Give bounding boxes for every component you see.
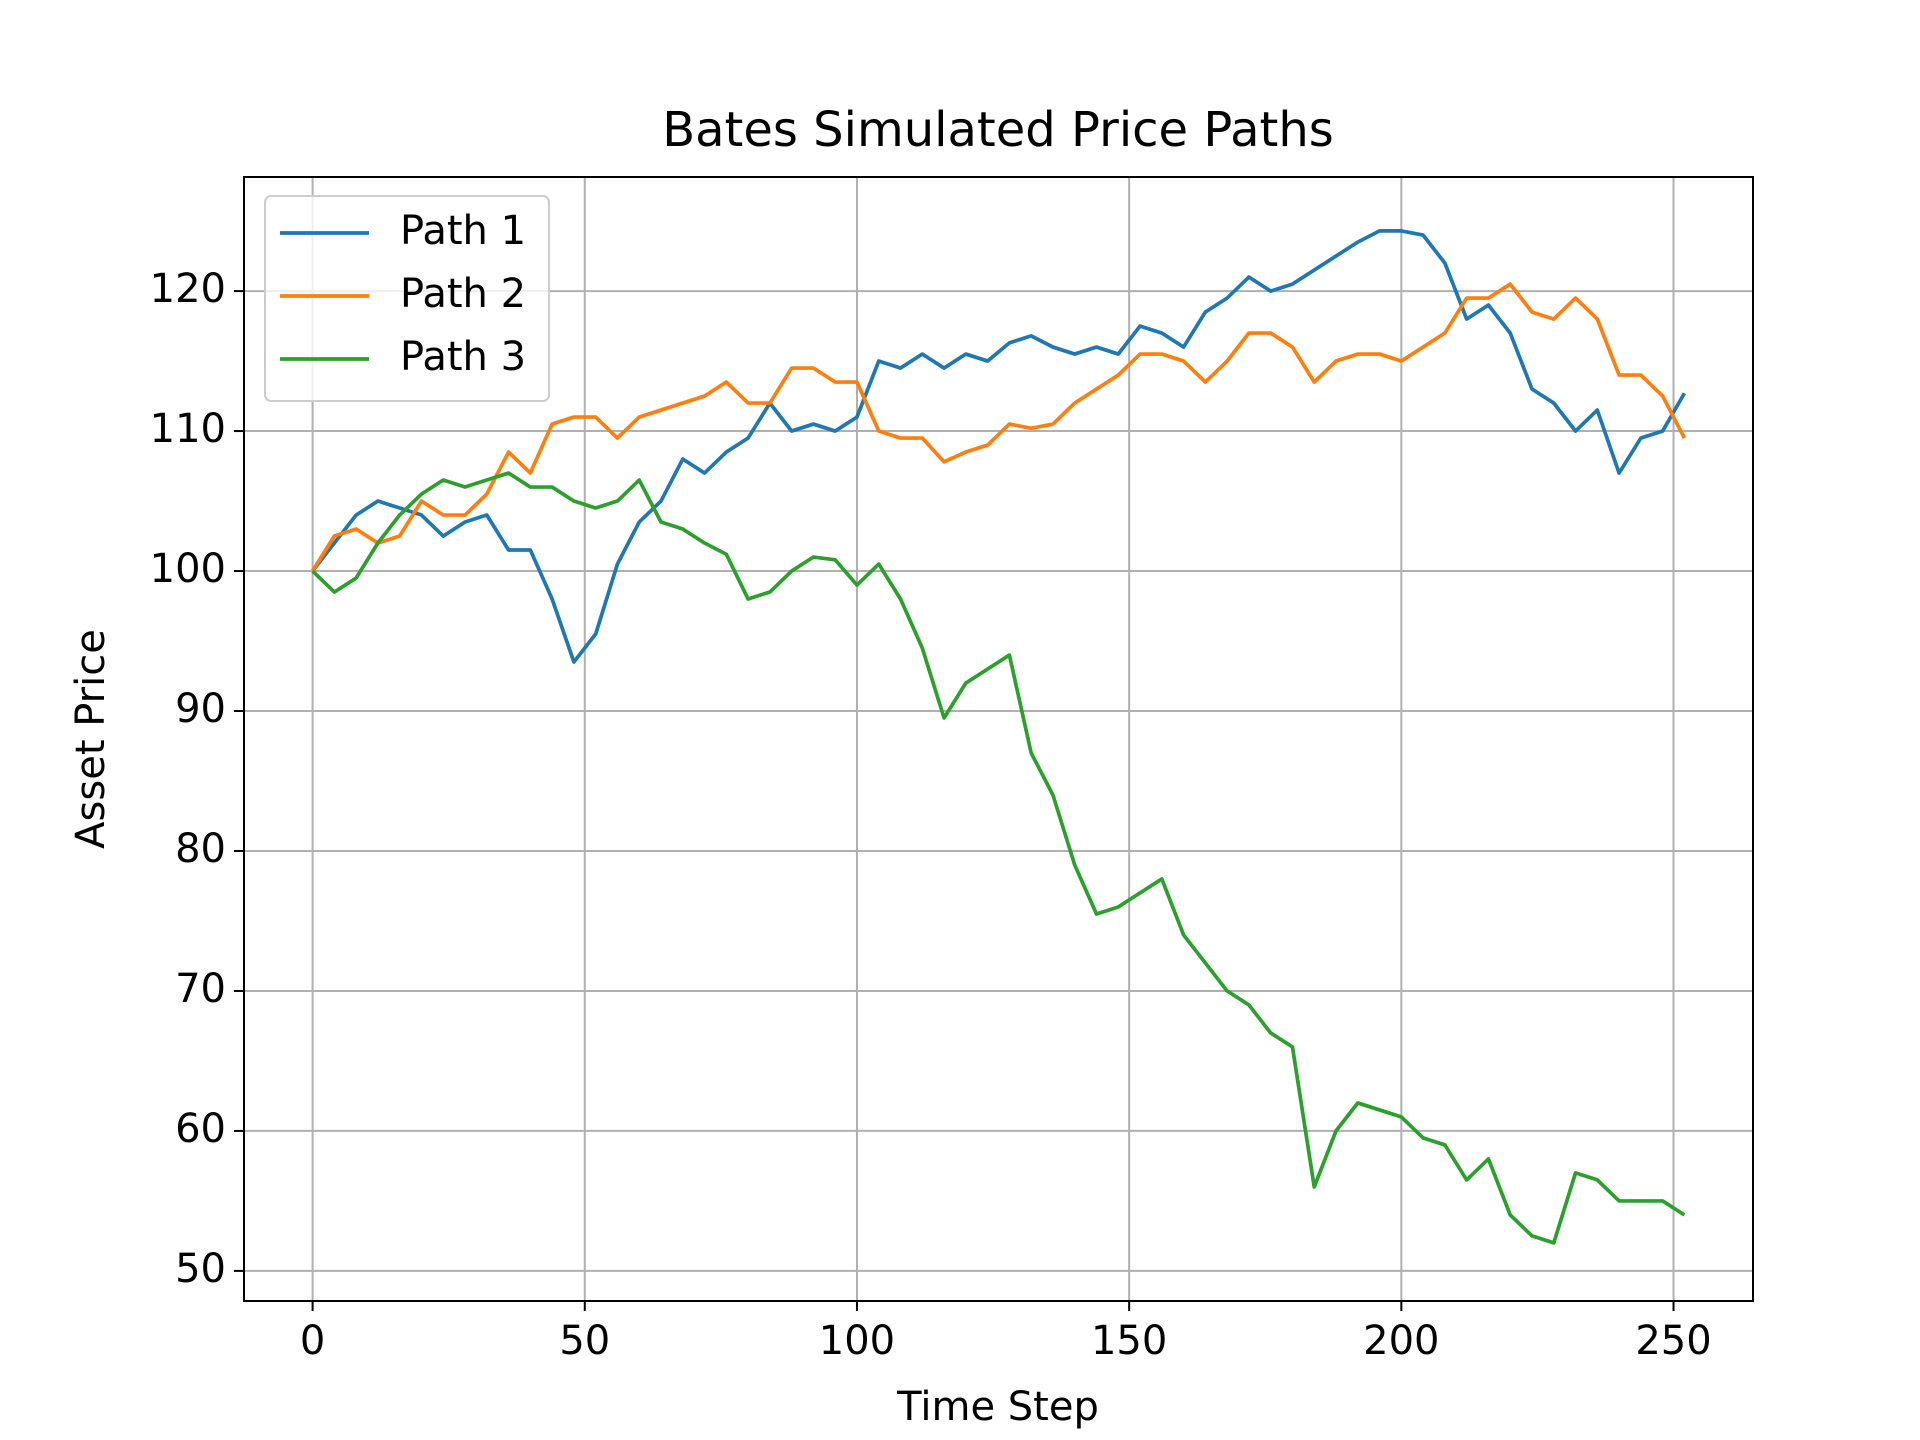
x-tick-label: 50: [559, 1318, 610, 1364]
y-tick-label: 80: [175, 826, 226, 872]
legend-label: Path 3: [400, 334, 526, 380]
line: [311, 229, 1687, 664]
x-axis-label: Time Step: [896, 1384, 1099, 1430]
legend-label: Path 2: [400, 271, 526, 317]
x-tick-label: 0: [300, 1318, 325, 1364]
line: [311, 282, 1687, 573]
y-tick-label: 90: [175, 686, 226, 732]
y-tick-label: 50: [175, 1246, 226, 1292]
chart-title: Bates Simulated Price Paths: [662, 102, 1334, 158]
x-tick-label: 200: [1363, 1318, 1439, 1364]
y-tick-label: 100: [150, 546, 226, 592]
legend-box: [264, 195, 550, 402]
legend-label: Path 1: [400, 208, 526, 254]
x-tick-label: 250: [1635, 1318, 1711, 1364]
x-tick-label: 100: [819, 1318, 895, 1364]
y-tick-label: 120: [150, 266, 226, 312]
x-tick-label: 150: [1091, 1318, 1167, 1364]
y-tick-label: 110: [150, 406, 226, 452]
y-axis-label: Asset Price: [68, 629, 114, 849]
line: [311, 471, 1686, 1245]
plot-frame: [243, 176, 1754, 1302]
y-tick-label: 70: [175, 966, 226, 1012]
y-tick-label: 60: [175, 1106, 226, 1152]
